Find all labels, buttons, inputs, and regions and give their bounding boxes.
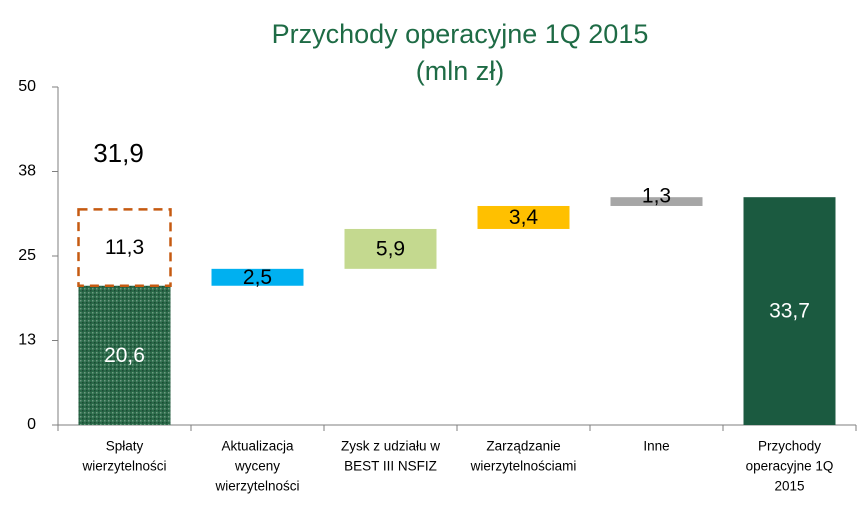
value-label: 1,3 xyxy=(642,185,671,208)
total-label: 31,9 xyxy=(93,138,144,168)
x-tick-label: BEST III NSFIZ xyxy=(344,459,437,474)
x-tick-label: wierzytelności xyxy=(214,479,299,494)
bar xyxy=(78,285,171,425)
y-tick-label: 50 xyxy=(18,78,36,95)
bar xyxy=(610,197,703,206)
value-label: 11,3 xyxy=(105,236,144,259)
y-tick-label: 13 xyxy=(18,332,36,349)
x-tick-label: Zarządzanie xyxy=(486,439,560,454)
chart-subtitle: (mln zł) xyxy=(416,56,505,86)
bar xyxy=(211,268,304,286)
value-label: 3,4 xyxy=(509,206,539,229)
x-tick-label: Spłaty xyxy=(106,439,144,454)
bar xyxy=(344,228,437,269)
x-tick-label: Zysk z udziału w xyxy=(341,439,440,454)
x-tick-label: Przychody xyxy=(758,439,821,454)
x-tick-label: wierzytelności xyxy=(81,459,166,474)
x-tick-label: wierzytelnościami xyxy=(470,459,577,474)
value-label: 33,7 xyxy=(769,300,810,323)
x-tick-label: operacyjne 1Q xyxy=(746,459,834,474)
y-tick-label: 38 xyxy=(18,163,36,180)
bar xyxy=(477,205,570,229)
y-tick-label: 0 xyxy=(27,416,36,433)
value-label: 2,5 xyxy=(243,266,272,289)
y-tick-label: 25 xyxy=(18,247,36,264)
x-tick-label: Aktualizacja xyxy=(221,439,294,454)
x-tick-label: wyceny xyxy=(234,459,280,474)
x-tick-label: 2015 xyxy=(774,479,804,494)
bar xyxy=(743,197,836,425)
x-tick-label: Inne xyxy=(643,439,669,454)
chart-title: Przychody operacyjne 1Q 2015 xyxy=(272,19,649,49)
dashed-bar xyxy=(77,208,172,287)
value-label: 20,6 xyxy=(104,344,145,367)
value-label: 5,9 xyxy=(376,237,405,260)
